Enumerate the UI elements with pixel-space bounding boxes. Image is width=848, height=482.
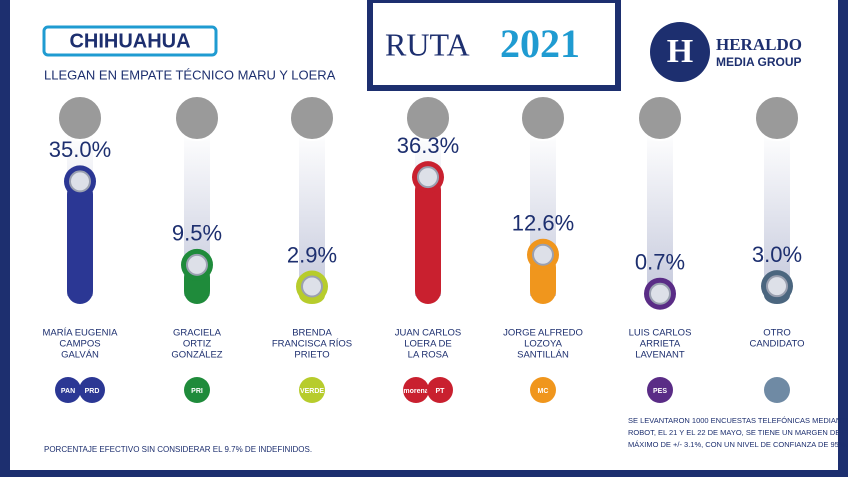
brand-right: MEDIA GROUP <box>716 55 802 69</box>
footnote: MÁXIMO DE +/- 3.1%, CON UN NIVEL DE CONF… <box>628 440 848 449</box>
track <box>647 130 673 296</box>
party-name: PES <box>653 388 667 395</box>
candidate-name: ARRIETA <box>640 339 681 350</box>
bar <box>415 177 441 304</box>
candidate-name: GONZÁLEZ <box>171 350 222 361</box>
photo <box>174 95 220 141</box>
value-label: 12.6% <box>512 211 574 236</box>
bubble-inner <box>69 170 91 193</box>
candidate-name: CANDIDATO <box>749 339 804 350</box>
party-name: PRI <box>191 388 203 395</box>
footnote: PORCENTAJE EFECTIVO SIN CONSIDERAR EL 9.… <box>44 445 312 454</box>
candidate-name: GRACIELA <box>173 328 222 339</box>
party-name: PAN <box>61 388 75 395</box>
party-logo <box>764 377 790 403</box>
value-label: 3.0% <box>752 242 802 267</box>
candidate-name: JORGE ALFREDO <box>503 328 583 339</box>
photo <box>754 95 800 141</box>
party-logo <box>530 377 556 403</box>
party-logo <box>403 377 429 403</box>
party-logo <box>184 377 210 403</box>
candidate-name: MARÍA EUGENIA <box>43 328 119 339</box>
candidate-name: SANTILLÁN <box>517 350 569 361</box>
state-box <box>42 25 218 57</box>
candidate-name: LOERA DE <box>404 339 452 350</box>
subtitle: LLEGAN EN EMPATE TÉCNICO MARU Y LOERA <box>44 67 336 82</box>
state: CHIHUAHUA <box>69 30 190 52</box>
candidate-name: ORTIZ <box>183 339 212 350</box>
candidate-name: BRENDA <box>292 328 332 339</box>
party-name: PRD <box>85 388 100 395</box>
track <box>299 130 325 296</box>
bubble-inner <box>301 275 323 298</box>
logo-letter: H <box>667 33 693 70</box>
party-logo <box>427 377 453 403</box>
value-label: 36.3% <box>397 133 459 158</box>
brand-year: 2021 <box>500 21 580 66</box>
bubble-inner <box>532 243 554 266</box>
candidate-name: LA ROSA <box>408 350 449 361</box>
candidate-name: FRANCISCA RÍOS <box>272 339 352 350</box>
party-logo <box>299 377 325 403</box>
photo <box>637 95 683 141</box>
bar <box>67 181 93 304</box>
bubble-inner <box>417 166 439 189</box>
party-name: PT <box>436 388 446 395</box>
footnote: ROBOT, EL 21 Y EL 22 DE MAYO, SE TIENE U… <box>628 428 848 437</box>
brand-right: HERALDO <box>716 35 802 54</box>
party-name: morena <box>403 388 428 395</box>
brand: RUTA <box>385 26 470 62</box>
candidate-name: OTRO <box>763 328 790 339</box>
track <box>764 130 790 296</box>
photo <box>57 95 103 141</box>
candidate-name: PRIETO <box>294 350 329 361</box>
photo <box>520 95 566 141</box>
bubble-inner <box>766 275 788 298</box>
party-logo <box>79 377 105 403</box>
value-label: 0.7% <box>635 250 685 275</box>
candidate-name: LOZOYA <box>524 339 562 350</box>
value-label: 9.5% <box>172 221 222 246</box>
party-logo <box>647 377 673 403</box>
footnote: SE LEVANTARON 1000 ENCUESTAS TELEFÓNICAS… <box>628 416 848 425</box>
photo <box>405 95 451 141</box>
candidate-name: LUIS CARLOS <box>629 328 692 339</box>
bubble-inner <box>186 253 208 276</box>
value-label: 2.9% <box>287 242 337 267</box>
photo <box>289 95 335 141</box>
candidate-name: LAVENANT <box>635 350 685 361</box>
party-name: VERDE <box>300 388 324 395</box>
logo-circle <box>650 22 710 82</box>
candidate-name: JUAN CARLOS <box>395 328 462 339</box>
party-name: MC <box>538 388 549 395</box>
brand-box <box>367 0 621 91</box>
bubble-inner <box>649 282 671 305</box>
party-logo <box>55 377 81 403</box>
candidate-name: GALVÁN <box>61 350 99 361</box>
candidate-name: CAMPOS <box>59 339 100 350</box>
value-label: 35.0% <box>49 137 111 162</box>
